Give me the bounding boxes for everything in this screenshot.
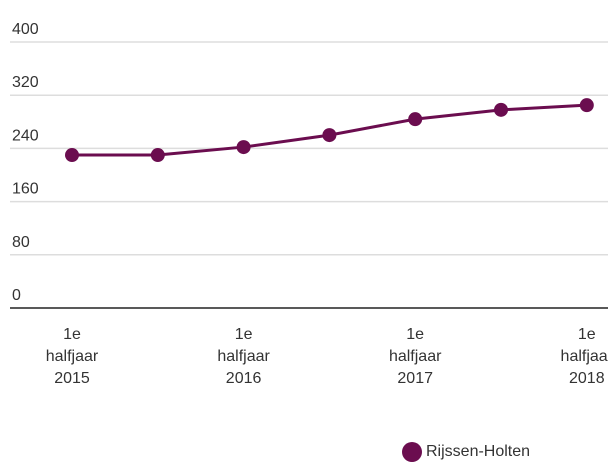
y-tick-label: 160 (12, 181, 39, 198)
x-tick-label: 1e halfjaar 2018 (560, 326, 608, 387)
point (408, 112, 423, 127)
legend-swatch (402, 442, 422, 462)
y-tick-label: 240 (12, 127, 39, 144)
point (65, 148, 79, 163)
point (236, 140, 251, 155)
point (494, 102, 508, 117)
x-tick-label: 1e halfjaar 2016 (217, 326, 270, 387)
y-tick-label: 320 (12, 74, 39, 91)
legend: Rijssen-Holten (402, 442, 530, 462)
point (579, 98, 594, 113)
legend-label: Rijssen-Holten (426, 443, 531, 460)
x-tick-label: 1e halfjaar 2017 (388, 326, 442, 387)
x-tick-label: 1e halfjaar 2015 (45, 326, 99, 387)
y-tick-label: 400 (12, 21, 39, 38)
point (150, 148, 165, 163)
point (322, 128, 337, 143)
y-tick-label: 0 (12, 287, 21, 304)
y-tick-label: 80 (12, 234, 30, 251)
